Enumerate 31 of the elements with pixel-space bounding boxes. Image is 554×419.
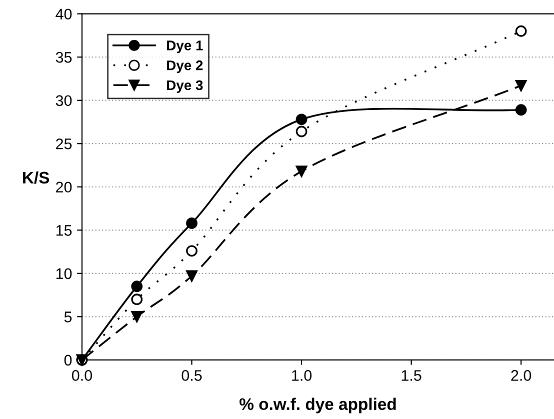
point: [131, 294, 143, 306]
y-tick-label: 0: [64, 354, 72, 366]
y-tick-label: 30: [56, 95, 72, 106]
x-tick-label: 1.5: [402, 370, 422, 381]
y-tick-label: 35: [56, 52, 72, 63]
point: [515, 25, 527, 37]
x-tick-label: 2.0: [511, 370, 532, 381]
x-tick-label: 1.0: [292, 370, 312, 381]
y-tick-label: 40: [56, 8, 72, 20]
legend-label: Dye 3: [167, 80, 203, 93]
y-tick-label: 20: [56, 182, 72, 193]
point: [131, 280, 143, 292]
x-tick-label: 0.5: [182, 370, 202, 381]
point: [186, 218, 198, 229]
point: [131, 310, 143, 322]
y-tick-label: 25: [56, 138, 72, 150]
legend-label: Dye 2: [167, 60, 203, 74]
point: [186, 270, 198, 282]
x-axis-title: % o.w.f. dye applied: [240, 398, 396, 414]
x-tick-label: 0.0: [72, 370, 92, 381]
point: [296, 114, 308, 126]
point: [515, 104, 527, 116]
point: [515, 80, 527, 92]
y-tick-label: 10: [56, 268, 72, 280]
y-tick-label: 5: [64, 312, 72, 322]
point: [296, 126, 308, 138]
legend-label: Dye 1: [167, 40, 203, 54]
point: [296, 166, 308, 177]
y-tick-label: 15: [56, 225, 72, 236]
y-axis-title: K/S: [23, 171, 50, 184]
point: [186, 245, 198, 257]
